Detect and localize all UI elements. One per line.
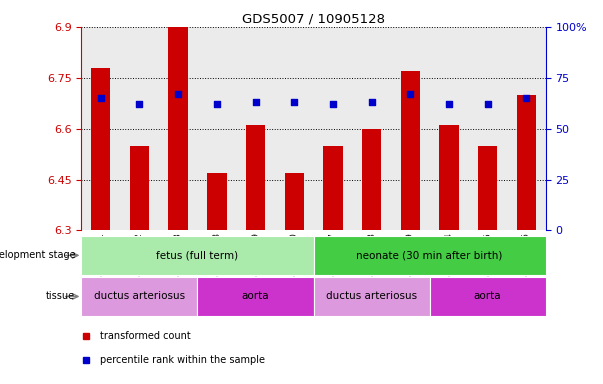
Text: development stage: development stage — [0, 250, 75, 260]
Point — [522, 95, 531, 101]
Bar — [207, 173, 227, 230]
Point — [405, 91, 415, 97]
Bar — [81, 27, 120, 230]
Text: ductus arteriosus: ductus arteriosus — [94, 291, 185, 301]
Bar — [362, 129, 381, 230]
Point — [483, 101, 493, 107]
Bar — [440, 125, 459, 230]
Bar — [314, 277, 430, 316]
Bar — [81, 277, 198, 316]
Bar — [285, 173, 304, 230]
Bar — [236, 27, 275, 230]
Point — [289, 99, 299, 105]
Point — [212, 101, 222, 107]
Bar — [246, 125, 265, 230]
Text: fetus (full term): fetus (full term) — [156, 250, 239, 260]
Point — [444, 101, 454, 107]
Bar — [120, 27, 159, 230]
Bar — [469, 27, 507, 230]
Point — [328, 101, 338, 107]
Bar — [430, 277, 546, 316]
Point — [173, 91, 183, 97]
Bar — [507, 27, 546, 230]
Bar — [314, 236, 546, 275]
Text: percentile rank within the sample: percentile rank within the sample — [100, 354, 265, 365]
Bar — [430, 27, 469, 230]
Point — [134, 101, 144, 107]
Point — [367, 99, 376, 105]
Bar — [198, 277, 314, 316]
Point — [96, 95, 106, 101]
Text: ductus arteriosus: ductus arteriosus — [326, 291, 417, 301]
Bar — [81, 236, 314, 275]
Bar — [352, 27, 391, 230]
Text: neonate (30 min after birth): neonate (30 min after birth) — [356, 250, 503, 260]
Text: aorta: aorta — [242, 291, 270, 301]
Text: aorta: aorta — [474, 291, 502, 301]
Bar — [400, 71, 420, 230]
Bar — [391, 27, 430, 230]
Text: tissue: tissue — [46, 291, 75, 301]
Point — [251, 99, 260, 105]
Bar — [314, 27, 352, 230]
Bar — [159, 27, 198, 230]
Bar — [198, 27, 236, 230]
Bar — [275, 27, 314, 230]
Bar — [130, 146, 149, 230]
Bar — [323, 146, 343, 230]
Title: GDS5007 / 10905128: GDS5007 / 10905128 — [242, 13, 385, 26]
Bar — [91, 68, 110, 230]
Bar — [168, 27, 188, 230]
Bar — [478, 146, 497, 230]
Bar — [517, 95, 536, 230]
Text: transformed count: transformed count — [100, 331, 191, 341]
